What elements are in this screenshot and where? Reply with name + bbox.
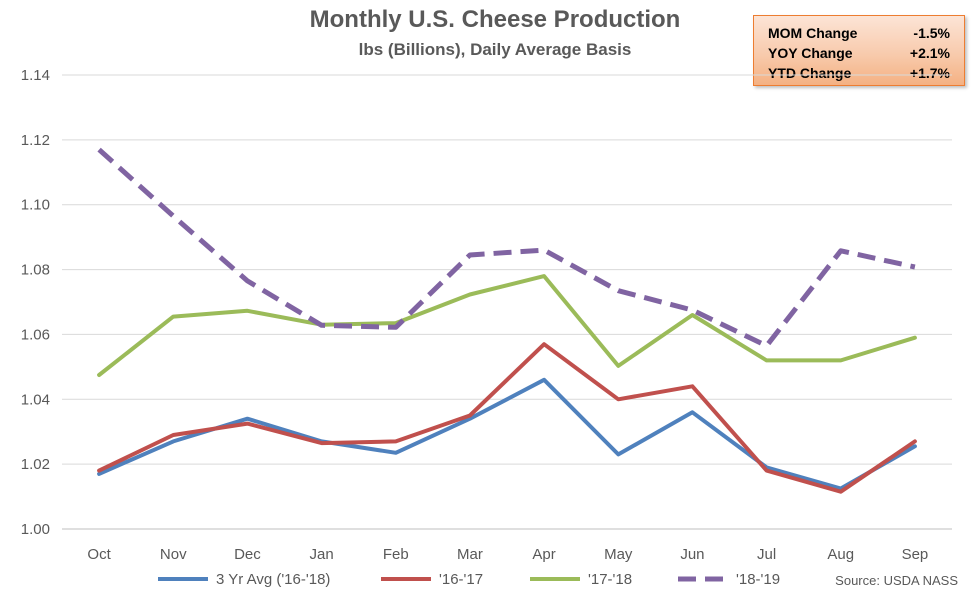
x-tick-label: Jun <box>680 546 704 563</box>
series-line-3 <box>97 274 917 377</box>
series-line-4 <box>97 147 916 349</box>
x-tick-label: Jul <box>757 546 776 563</box>
series-line-2 <box>97 342 917 494</box>
stats-label: YOY Change <box>768 45 853 61</box>
x-tick-label: May <box>604 546 633 563</box>
x-tick-label: Mar <box>457 546 483 563</box>
y-tick-label: 1.12 <box>21 132 50 149</box>
y-tick-label: 1.06 <box>21 326 50 343</box>
x-tick-label: Sep <box>902 546 929 563</box>
x-tick-label: Nov <box>160 546 187 563</box>
chart-subtitle: lbs (Billions), Daily Average Basis <box>358 40 632 59</box>
stats-row-ytd: YTD Change +1.7% <box>768 63 950 83</box>
x-tick-label: Feb <box>383 546 409 563</box>
x-tick-label: Jan <box>309 546 333 563</box>
x-tick-label: Dec <box>234 546 261 563</box>
series-lines <box>97 147 917 494</box>
y-tick-label: 1.04 <box>21 391 50 408</box>
y-tick-label: 1.02 <box>21 456 50 473</box>
series-line-1 <box>97 377 917 491</box>
legend-label: '16-'17 <box>439 571 483 588</box>
stats-label: YTD Change <box>768 65 852 81</box>
legend: 3 Yr Avg ('16-'18) '16-'17 '17-'18 '18-'19 <box>158 571 780 588</box>
legend-label: 3 Yr Avg ('16-'18) <box>216 571 330 588</box>
legend-label: '18-'19 <box>736 571 780 588</box>
x-tick-label: Apr <box>532 546 555 563</box>
stats-label: MOM Change <box>768 25 858 41</box>
stats-row-yoy: YOY Change +2.1% <box>768 43 950 63</box>
y-axis-tick-labels: 1.00 1.02 1.04 1.06 1.08 1.10 1.12 1.14 <box>21 67 50 538</box>
stats-value: -1.5% <box>913 25 950 41</box>
y-tick-label: 1.08 <box>21 262 50 279</box>
stats-box: MOM Change -1.5% YOY Change +2.1% YTD Ch… <box>753 15 965 86</box>
stats-value: +2.1% <box>909 45 950 61</box>
stats-value: +1.7% <box>909 65 950 81</box>
gridlines <box>62 74 952 530</box>
y-tick-label: 1.14 <box>21 67 50 84</box>
stats-row-mom: MOM Change -1.5% <box>768 23 950 43</box>
y-tick-label: 1.00 <box>21 521 50 538</box>
source-note: Source: USDA NASS <box>835 573 958 588</box>
chart-title: Monthly U.S. Cheese Production <box>309 6 681 33</box>
y-tick-label: 1.10 <box>21 197 50 214</box>
x-tick-label: Oct <box>87 546 111 563</box>
legend-label: '17-'18 <box>588 571 632 588</box>
x-tick-label: Aug <box>827 546 854 563</box>
x-axis-tick-labels: Oct Nov Dec Jan Feb Mar Apr May Jun Jul Aug Sep <box>87 546 928 563</box>
